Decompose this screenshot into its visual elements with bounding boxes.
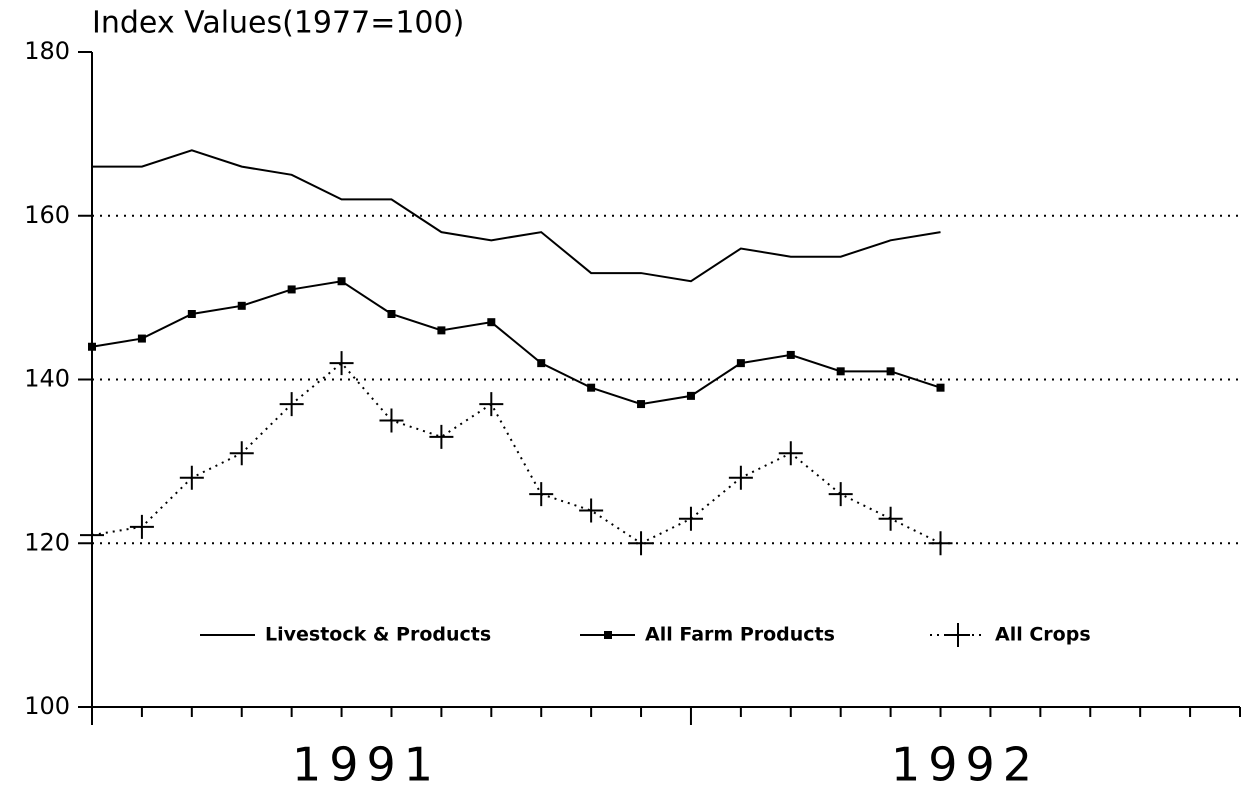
marker: [237, 301, 246, 310]
series-line: [91, 280, 941, 406]
marker: [629, 531, 654, 556]
marker: [437, 326, 446, 335]
marker: [337, 277, 346, 286]
marker: [137, 334, 146, 343]
marker: [637, 400, 646, 409]
marker: [279, 392, 304, 417]
marker: [886, 367, 895, 376]
marker: [928, 531, 953, 556]
y-tick-label: 180: [24, 37, 70, 65]
marker: [129, 514, 154, 539]
y-tick-label: 160: [24, 201, 70, 229]
marker: [229, 441, 254, 466]
marker: [537, 359, 546, 368]
marker: [786, 350, 795, 359]
series-line: [92, 149, 941, 283]
marker: [936, 383, 945, 392]
marker: [88, 342, 96, 351]
marker: [587, 383, 596, 392]
y-tick-label: 100: [24, 692, 70, 720]
marker: [379, 408, 404, 433]
marker: [579, 498, 604, 523]
marker: [429, 424, 454, 449]
y-tick-label: 120: [24, 528, 70, 556]
marker: [836, 367, 845, 376]
marker: [80, 523, 104, 548]
legend-label: Livestock & Products: [265, 624, 491, 646]
chart-title: Index Values(1977=100): [92, 6, 464, 41]
marker: [387, 310, 396, 318]
marker: [287, 285, 296, 294]
year-label: 1992: [891, 738, 1040, 792]
series-line: [91, 361, 941, 545]
legend-marker: [604, 631, 612, 639]
marker: [728, 465, 753, 490]
marker: [529, 482, 554, 507]
marker: [778, 441, 803, 466]
legend-label: All Crops: [995, 624, 1091, 646]
legend-label: All Farm Products: [645, 624, 835, 646]
marker: [479, 392, 504, 417]
marker: [187, 310, 196, 318]
marker: [678, 506, 703, 531]
marker: [487, 318, 496, 327]
marker: [686, 391, 695, 400]
marker: [329, 351, 354, 376]
marker: [828, 482, 853, 507]
marker: [878, 506, 903, 531]
legend-marker: [946, 623, 970, 647]
marker: [736, 359, 745, 368]
y-tick-label: 140: [24, 365, 70, 393]
marker: [179, 465, 204, 490]
year-label: 1991: [292, 738, 441, 792]
